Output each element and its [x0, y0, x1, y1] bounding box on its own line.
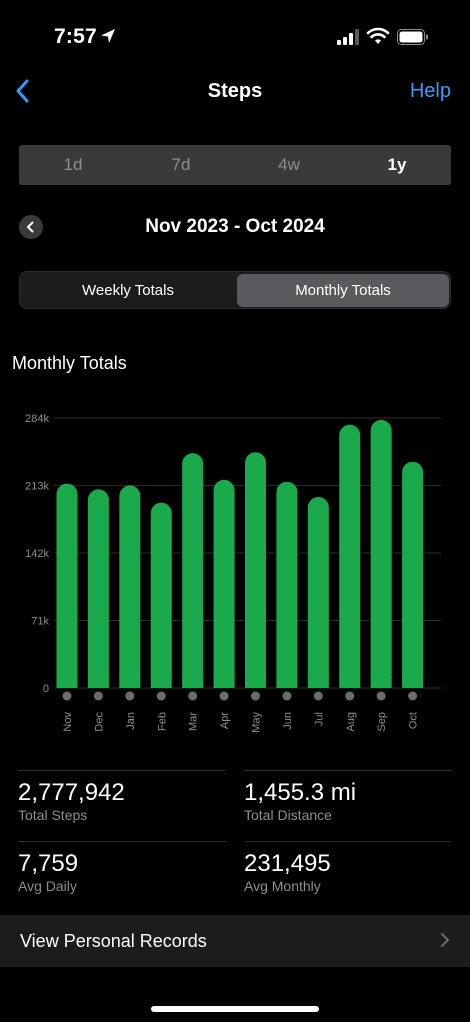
previous-period-button[interactable]: [19, 215, 43, 239]
bar-base: [213, 676, 235, 688]
back-chevron-icon[interactable]: [12, 76, 36, 106]
x-marker-dot: [251, 691, 260, 701]
bar: [182, 453, 204, 688]
x-tick-label: Dec: [93, 712, 105, 732]
x-tick-label: Aug: [345, 712, 357, 732]
totals-toggle: Weekly Totals Monthly Totals: [19, 271, 451, 309]
x-tick-label: Mar: [188, 712, 200, 731]
section-title: Monthly Totals: [12, 353, 127, 373]
stat-label: Total Distance: [244, 807, 332, 823]
view-personal-records-row[interactable]: View Personal Records: [0, 915, 470, 967]
cellular-signal-icon: [337, 29, 359, 45]
status-bar: 7:57: [0, 0, 470, 70]
monthly-steps-chart: 0 71k 142k 213k 284k Nov Dec Jan Feb Mar Apr May Jun…: [0, 400, 470, 750]
chart-svg: 0 71k 142k 213k 284k Nov Dec Jan Feb Mar Apr May Jun…: [25, 413, 441, 733]
y-tick-label: 142k: [25, 548, 49, 560]
help-button[interactable]: Help: [409, 80, 451, 102]
bar: [339, 424, 361, 688]
bar-base: [402, 676, 424, 688]
stat-avg-monthly: 231,495 Avg Monthly: [244, 841, 452, 911]
x-tick-label: Sep: [376, 712, 388, 732]
range-tab-1d[interactable]: 1d: [63, 155, 83, 174]
stat-label: Total Steps: [18, 807, 88, 823]
location-arrow-icon: [101, 29, 115, 43]
bar: [370, 419, 392, 688]
wifi-icon: [366, 27, 390, 44]
bar: [213, 479, 235, 688]
bar: [307, 496, 329, 688]
range-segmented-control: 1d 7d 4w 1y: [19, 145, 451, 185]
bar-base: [56, 676, 78, 688]
battery-icon: [397, 29, 428, 45]
y-tick-label: 284k: [25, 413, 49, 425]
x-tick-label: May: [251, 712, 263, 733]
range-tab-1y[interactable]: 1y: [387, 155, 407, 174]
y-tick-label: 213k: [25, 481, 49, 493]
monthly-totals-option[interactable]: Monthly Totals: [237, 274, 449, 307]
bar-base: [370, 676, 392, 688]
x-marker-dot: [125, 691, 135, 701]
bar-base: [307, 676, 329, 688]
stat-value: 2,777,942: [18, 779, 125, 806]
x-marker-dot: [313, 691, 323, 701]
range-tab-7d[interactable]: 7d: [171, 155, 191, 174]
x-marker-dot: [188, 691, 198, 701]
bar-base: [339, 676, 361, 688]
x-marker-dot: [345, 691, 355, 701]
page-title: Steps: [207, 80, 263, 102]
bar: [87, 489, 109, 688]
y-tick-label: 0: [43, 683, 49, 695]
x-marker-dot: [219, 691, 229, 701]
status-time: 7:57: [54, 25, 97, 48]
x-tick-label: Jan: [125, 712, 137, 730]
stat-total-steps: 2,777,942 Total Steps: [18, 770, 226, 840]
bar: [276, 481, 298, 688]
home-indicator[interactable]: [151, 1006, 319, 1012]
bar-base: [87, 676, 109, 688]
stat-value: 1,455.3 mi: [244, 779, 357, 806]
x-marker-dot: [156, 691, 166, 701]
stat-value: 7,759: [18, 850, 79, 877]
x-tick-label: Apr: [219, 712, 231, 729]
bar: [56, 483, 78, 688]
bar-base: [276, 676, 298, 688]
x-marker-dot: [282, 691, 292, 701]
x-marker-dot: [62, 691, 72, 701]
stat-avg-daily: 7,759 Avg Daily: [18, 841, 226, 911]
x-marker-dot: [408, 691, 418, 701]
range-tab-4w[interactable]: 4w: [278, 155, 300, 174]
x-tick-label: Jun: [282, 712, 294, 730]
stat-label: Avg Daily: [18, 878, 77, 894]
stat-label: Avg Monthly: [244, 878, 321, 894]
bar-base: [150, 676, 172, 688]
bar-base: [245, 676, 266, 688]
bar: [150, 502, 172, 688]
bar: [402, 461, 424, 688]
x-tick-label: Jul: [313, 712, 325, 726]
bar: [119, 485, 141, 688]
period-label: Nov 2023 - Oct 2024: [145, 216, 325, 237]
bar-base: [119, 676, 141, 688]
chevron-right-icon: [441, 933, 449, 947]
records-label: View Personal Records: [20, 931, 207, 951]
x-tick-label: Nov: [62, 712, 74, 732]
x-marker-dot: [93, 691, 103, 701]
y-tick-label: 71k: [31, 616, 49, 628]
stat-value: 231,495: [244, 850, 331, 877]
x-marker-dot: [376, 691, 386, 701]
x-tick-label: Oct: [408, 712, 420, 729]
x-tick-label: Feb: [156, 712, 168, 731]
weekly-totals-option[interactable]: Weekly Totals: [82, 282, 174, 299]
bar-base: [182, 676, 204, 688]
bar: [245, 452, 266, 688]
stat-total-distance: 1,455.3 mi Total Distance: [244, 770, 452, 840]
